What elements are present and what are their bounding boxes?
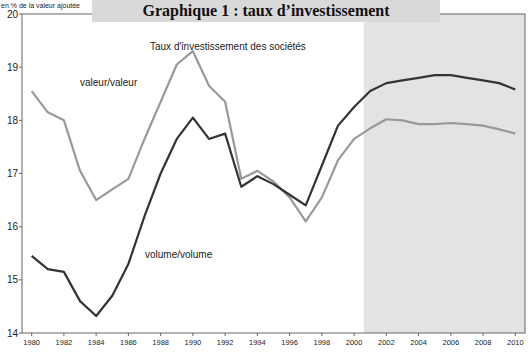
x-tick xyxy=(515,333,516,336)
x-tick xyxy=(31,333,32,336)
x-tick-label: 1988 xyxy=(152,338,169,347)
y-tick-label: 14 xyxy=(7,328,19,339)
series-label: volume/volume xyxy=(145,249,213,260)
x-tick xyxy=(63,333,64,336)
x-tick xyxy=(96,333,97,336)
y-tick xyxy=(19,120,22,121)
y-tick xyxy=(19,333,22,334)
title-banner xyxy=(92,0,440,22)
y-tick xyxy=(19,226,22,227)
series-label: valeur/valeur xyxy=(80,77,138,88)
x-tick-label: 2008 xyxy=(475,338,492,347)
y-tick-label: 16 xyxy=(7,221,19,232)
y-tick xyxy=(19,173,22,174)
series-line xyxy=(32,75,516,316)
x-tick-label: 1986 xyxy=(120,338,137,347)
x-tick xyxy=(128,333,129,336)
x-tick xyxy=(225,333,226,336)
plot-frame xyxy=(22,14,525,333)
x-tick xyxy=(386,333,387,336)
x-tick xyxy=(418,333,419,336)
y-tick xyxy=(19,67,22,68)
subtitle: Taux d'investissement des sociétés xyxy=(150,41,306,52)
x-tick-label: 2002 xyxy=(378,338,395,347)
x-tick-label: 1994 xyxy=(249,338,266,347)
y-tick xyxy=(19,14,22,15)
x-tick-label: 2010 xyxy=(507,338,524,347)
x-tick xyxy=(354,333,355,336)
x-tick-label: 1982 xyxy=(56,338,73,347)
x-tick xyxy=(450,333,451,336)
x-tick xyxy=(192,333,193,336)
y-tick-label: 19 xyxy=(7,62,19,73)
y-tick-label: 18 xyxy=(7,115,19,126)
x-tick xyxy=(289,333,290,336)
x-tick-label: 2004 xyxy=(410,338,427,347)
x-tick-label: 1980 xyxy=(23,338,40,347)
y-tick xyxy=(19,279,22,280)
chart: 14 15 16 17 18 19 20 1980 1982 1984 1986 1988 1990 19… xyxy=(0,0,531,358)
x-tick xyxy=(257,333,258,336)
x-tick-label: 1984 xyxy=(88,338,105,347)
x-tick-label: 2000 xyxy=(346,338,363,347)
plot-area xyxy=(32,14,525,333)
x-tick xyxy=(483,333,484,336)
y-axis-label: en % de la valeur ajoutée xyxy=(1,2,80,10)
x-tick-label: 2006 xyxy=(442,338,459,347)
series-line xyxy=(32,51,516,221)
y-tick-label: 17 xyxy=(7,168,19,179)
x-tick-label: 1990 xyxy=(185,338,202,347)
x-tick-label: 1992 xyxy=(217,338,234,347)
x-tick xyxy=(321,333,322,336)
title: Graphique 1 : taux d’investissement xyxy=(142,2,390,20)
y-tick-label: 20 xyxy=(7,9,19,20)
y-tick-label: 15 xyxy=(7,274,19,285)
x-tick-label: 1996 xyxy=(281,338,298,347)
x-tick xyxy=(160,333,161,336)
shaded-region xyxy=(364,14,525,333)
x-tick-label: 1998 xyxy=(314,338,331,347)
